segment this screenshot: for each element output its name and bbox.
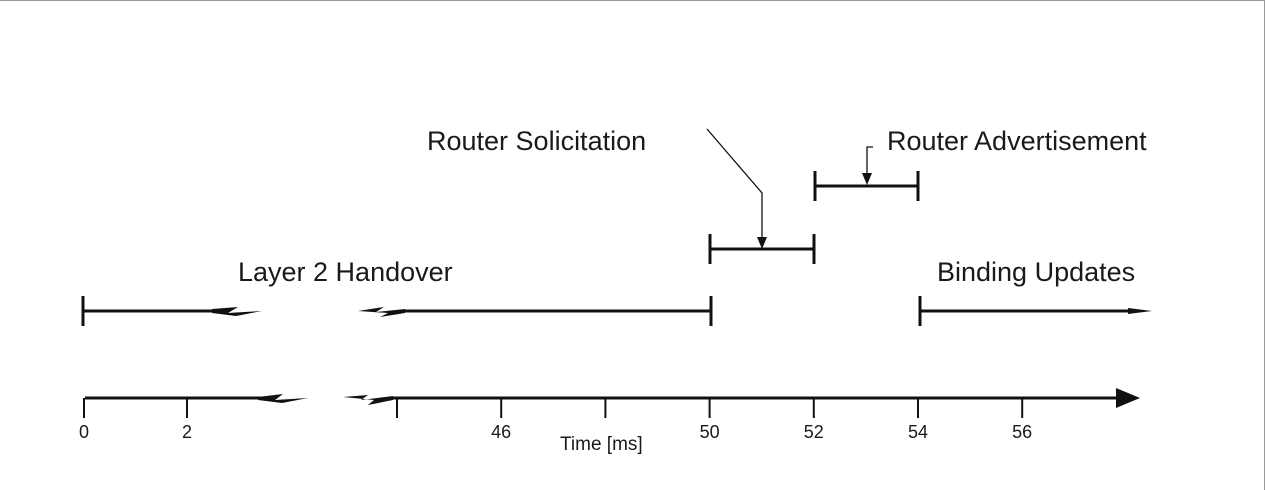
- axis-tick-label-2: 2: [182, 422, 192, 442]
- axis-tick-label-52: 52: [804, 422, 824, 442]
- axis-tick-label-54: 54: [908, 422, 928, 442]
- router-solicitation-bar: [708, 234, 816, 264]
- router-advertisement-bar: [813, 171, 920, 201]
- binding-updates-bar: [918, 296, 1152, 326]
- axis-tick-label-0: 0: [79, 422, 89, 442]
- axis-tick-label-46: 46: [491, 422, 511, 442]
- time-axis-arrowhead: [1116, 388, 1140, 408]
- router-advertisement-label: Router Advertisement: [887, 126, 1147, 156]
- router-solicitation-label: Router Solicitation: [427, 126, 646, 156]
- router-advertisement-leader: [862, 146, 873, 185]
- time-axis-title: Time [ms]: [560, 434, 643, 455]
- router-solicitation-leader: [706, 128, 767, 249]
- time-axis: 0 2 46 50 52 54 56: [79, 388, 1140, 442]
- layer2-handover-label: Layer 2 Handover: [238, 257, 453, 287]
- axis-tick-label-56: 56: [1012, 422, 1032, 442]
- layer2-handover-bar: [81, 296, 713, 326]
- binding-updates-label: Binding Updates: [937, 257, 1135, 287]
- axis-tick-label-50: 50: [700, 422, 720, 442]
